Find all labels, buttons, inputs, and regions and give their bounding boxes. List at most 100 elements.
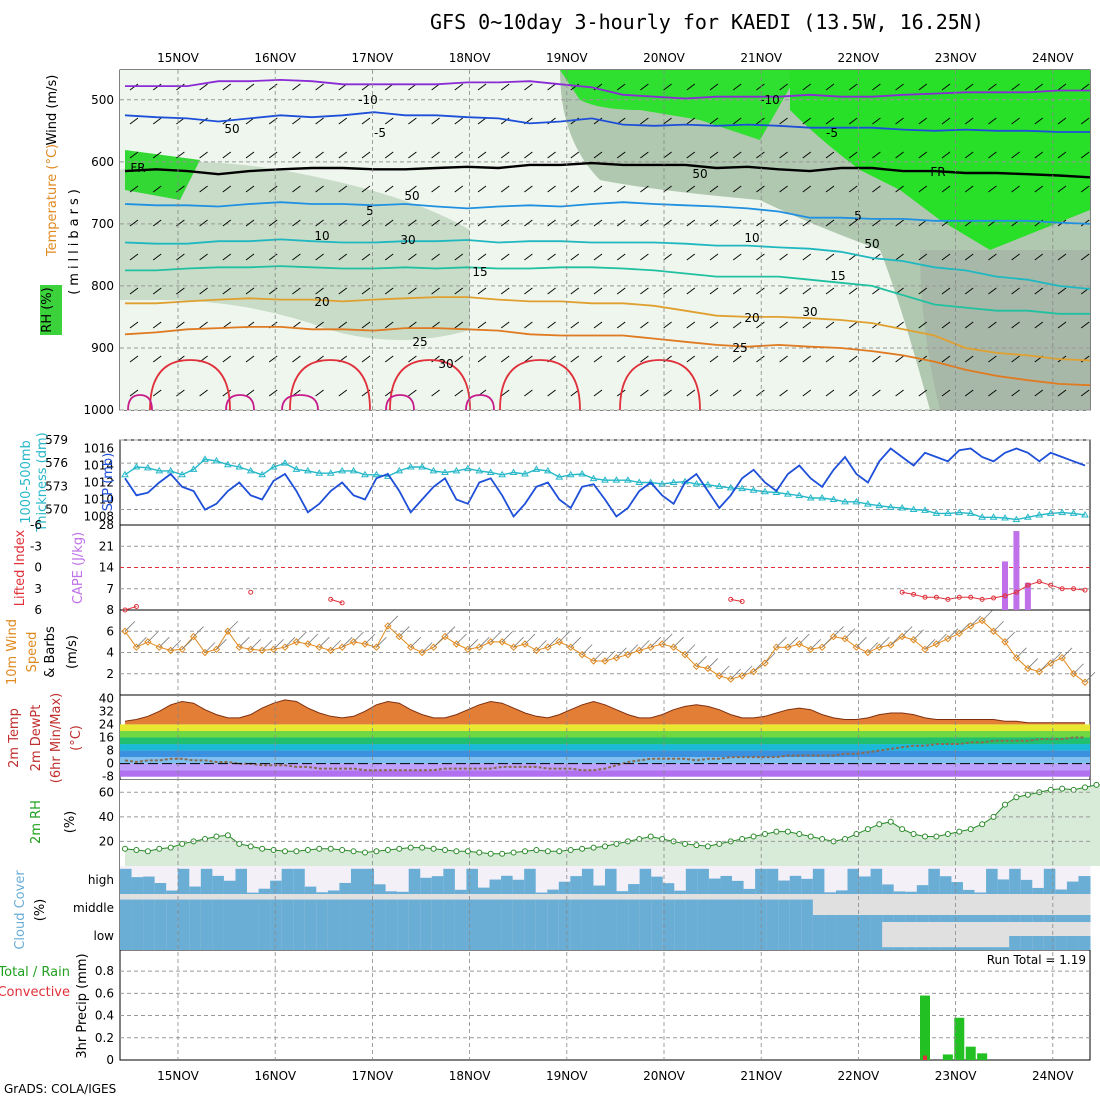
wind-barb	[570, 287, 580, 295]
rh-point	[236, 840, 243, 847]
wind-barb	[1011, 185, 1020, 193]
cloud-cell	[420, 922, 433, 950]
cloud-cell	[408, 922, 421, 950]
contour-label: 30	[438, 357, 453, 371]
wind-speed-point	[441, 632, 449, 641]
wind-barb	[686, 355, 696, 363]
li-point	[1025, 582, 1031, 588]
wind-barb-10m	[159, 636, 170, 648]
wind-barb	[802, 83, 812, 91]
cloud-cell	[1078, 915, 1091, 922]
wind-barb	[663, 185, 672, 193]
cloud-cell	[1078, 936, 1091, 950]
wind-barb-10m	[124, 620, 136, 632]
rh-point	[716, 840, 723, 847]
wind-barb-10m	[810, 639, 821, 650]
cloud-cell	[293, 922, 306, 950]
cloud-cell	[801, 878, 814, 894]
wind-barb	[756, 185, 765, 193]
cloud-cell	[247, 922, 260, 950]
wind-barb	[1057, 389, 1067, 397]
wind-barb	[895, 83, 904, 91]
cloud-cell	[350, 868, 363, 894]
cloud-cell	[628, 899, 641, 922]
temp-line	[124, 699, 1085, 724]
cloud-cell-bg	[905, 866, 918, 894]
wind-barb	[779, 389, 788, 397]
wind-barb	[593, 287, 603, 295]
cloud-cell	[905, 891, 918, 894]
cloud-cell	[339, 922, 352, 950]
thickness-point	[121, 470, 129, 478]
date-label-top: 20NOV	[643, 51, 685, 65]
wind-barb-10m	[296, 631, 307, 643]
cloud-cell	[570, 876, 583, 894]
cloud-cell	[420, 877, 433, 894]
ylabel-temp2m: (°C)	[69, 725, 84, 751]
wind-barb	[1080, 185, 1090, 193]
wind-speed-point	[704, 664, 712, 673]
wind-barb	[640, 287, 649, 295]
rh-point	[167, 844, 174, 851]
cloud-cell	[939, 915, 952, 922]
wind-barb-10m	[330, 640, 341, 651]
wind-barb	[384, 185, 394, 193]
cloud-cell	[662, 883, 675, 894]
cloud-cell	[789, 875, 802, 894]
wind-barb	[964, 253, 974, 261]
wind-barb-10m	[410, 636, 421, 648]
wind-speed-point	[544, 643, 552, 651]
cloud-cell	[189, 886, 202, 894]
thickness-point	[943, 509, 952, 516]
wind-barb	[616, 83, 626, 91]
cloud-cell	[628, 884, 641, 894]
wind-speed-point	[898, 632, 906, 641]
cloud-cell	[397, 922, 410, 950]
cloud-cell	[293, 899, 306, 922]
ylabel-temperature: Temperature (°C)	[45, 144, 60, 257]
date-label-bottom: 16NOV	[254, 1069, 296, 1083]
wind-barb	[593, 321, 603, 329]
wind-speed-point	[612, 654, 621, 662]
wind-barb	[779, 287, 788, 295]
wind-barb	[732, 253, 742, 261]
wind-barb	[315, 219, 324, 227]
rh-point	[784, 828, 791, 835]
li-point	[899, 589, 905, 595]
cloud-cell	[131, 877, 144, 894]
thickness-point	[989, 513, 998, 520]
wind-barb	[756, 321, 765, 329]
wind-barb	[222, 83, 232, 91]
cloud-cell	[605, 899, 618, 922]
dewpoint-line	[124, 736, 1085, 772]
wind-barb	[500, 83, 510, 91]
wind-barb	[686, 83, 696, 91]
pressure-tick: 700	[91, 217, 114, 231]
rh-point	[876, 821, 883, 828]
wind-barb-10m	[307, 633, 319, 645]
wind-barb	[848, 117, 858, 125]
wind-barb	[384, 355, 394, 363]
wind-barb	[1080, 253, 1090, 261]
cloud-cell	[697, 868, 710, 894]
wind-barb-10m	[1027, 658, 1039, 669]
wind-barb	[361, 287, 371, 295]
wind-barb-10m	[581, 644, 593, 655]
wind-barb	[709, 321, 719, 329]
wind-barb	[1080, 117, 1090, 125]
contour-label: -10	[358, 93, 378, 107]
cloud-cell	[835, 922, 848, 950]
wind-barb	[732, 219, 742, 227]
wind-barb	[779, 151, 788, 159]
rh-shading	[120, 70, 1090, 410]
wind-barb	[941, 253, 951, 261]
cloud-cell	[1066, 936, 1079, 950]
cloud-cell	[466, 922, 479, 950]
wind-barb	[964, 321, 974, 329]
slp-tick: 1014	[83, 459, 114, 473]
wind-barb	[918, 185, 928, 193]
wind-barb	[918, 389, 928, 397]
wind-barb	[779, 321, 788, 329]
cloud-cell	[431, 922, 444, 950]
cloud-cell-bg	[258, 866, 271, 894]
